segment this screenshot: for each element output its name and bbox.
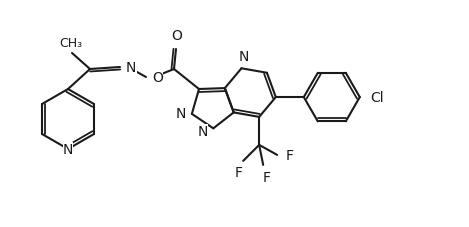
Text: CH₃: CH₃ [60, 37, 83, 50]
Text: N: N [126, 61, 136, 75]
Text: N: N [238, 50, 249, 64]
Text: F: F [234, 165, 242, 179]
Text: Cl: Cl [370, 91, 384, 105]
Text: N: N [175, 106, 186, 120]
Text: N: N [63, 142, 73, 156]
Text: O: O [152, 71, 163, 85]
Text: F: F [285, 148, 293, 162]
Text: O: O [172, 29, 182, 43]
Text: F: F [262, 170, 270, 184]
Text: N: N [198, 125, 208, 139]
